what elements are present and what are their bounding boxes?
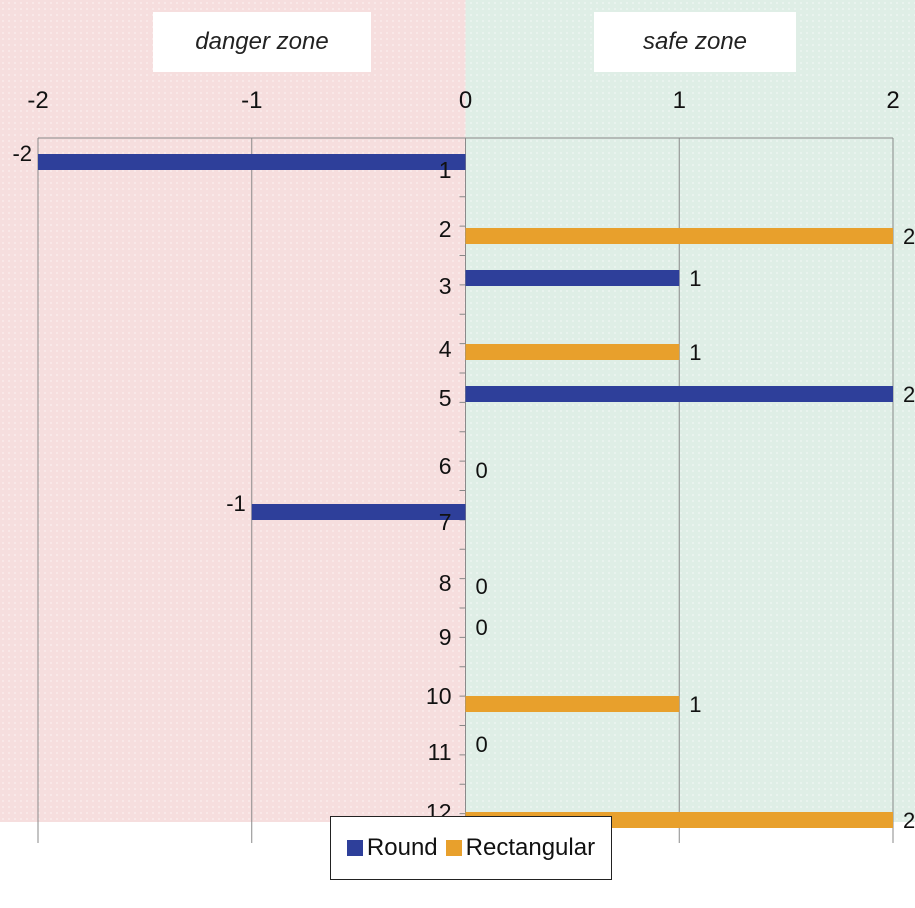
legend-swatch-rectangular — [445, 840, 462, 856]
legend-item-round: Round — [346, 834, 438, 862]
bar — [465, 344, 680, 360]
x-tick-label: -1 — [241, 87, 262, 114]
zones-layer — [0, 0, 915, 822]
data-label: 2 — [903, 224, 915, 249]
data-label: 0 — [476, 574, 488, 599]
data-label: 1 — [689, 340, 701, 365]
category-label: 7 — [439, 509, 452, 535]
data-label: 2 — [903, 382, 915, 407]
data-label: 0 — [476, 458, 488, 483]
bar — [251, 504, 466, 520]
legend-label-rectangular: Rectangular — [465, 834, 596, 861]
data-label: 1 — [689, 692, 701, 717]
x-tick-label: -2 — [27, 87, 48, 114]
grid-layer: -2 -1 0 1 2 — [27, 87, 900, 844]
bar — [465, 228, 893, 244]
category-label: 5 — [439, 385, 452, 411]
legend-swatch-round — [346, 840, 363, 856]
legend-label-round: Round — [366, 834, 438, 861]
x-tick-label: 1 — [673, 87, 686, 114]
legend: Round Rectangular — [330, 816, 612, 880]
category-label: 8 — [439, 570, 452, 596]
bar — [465, 696, 680, 712]
category-label: 4 — [439, 336, 452, 362]
zone-texture — [465, 0, 915, 822]
category-label: 9 — [439, 624, 452, 650]
data-label: 1 — [689, 266, 701, 291]
danger-zone-label: danger zone — [153, 12, 371, 72]
category-label: 6 — [439, 453, 452, 479]
data-label: -1 — [226, 491, 246, 516]
bar — [38, 154, 466, 170]
category-label: 2 — [439, 216, 452, 242]
legend-item-rectangular: Rectangular — [445, 834, 596, 862]
category-label: 10 — [426, 683, 452, 709]
safe-zone-label: safe zone — [594, 12, 796, 72]
data-label: 0 — [476, 732, 488, 757]
x-tick-label: 0 — [459, 87, 472, 114]
category-label: 1 — [439, 157, 452, 183]
category-label: 11 — [428, 739, 452, 765]
bar — [465, 386, 893, 402]
category-label: 3 — [439, 273, 452, 299]
data-label: -2 — [12, 141, 32, 166]
bar — [465, 270, 680, 286]
zone-texture — [0, 0, 466, 822]
data-label: 2 — [903, 808, 915, 833]
x-tick-label: 2 — [886, 87, 899, 114]
data-label: 0 — [476, 615, 488, 640]
